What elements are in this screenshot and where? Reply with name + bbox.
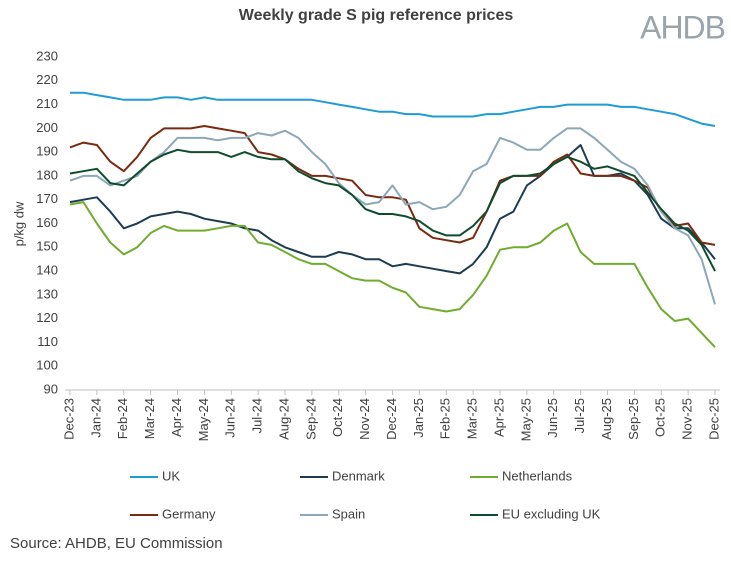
- logo: AHDB: [640, 9, 725, 45]
- x-tick-label: Sep-25: [626, 398, 641, 440]
- line-series: [69, 125, 716, 246]
- x-tick-label: Jun-24: [223, 398, 238, 438]
- legend-label: Denmark: [332, 468, 385, 483]
- legend-label: Netherlands: [502, 468, 573, 483]
- line-series: [69, 148, 716, 272]
- y-tick-label: 140: [36, 263, 58, 278]
- y-axis-label: p/kg dw: [11, 201, 26, 246]
- x-tick-label: Aug-25: [599, 398, 614, 440]
- y-tick-label: 170: [36, 191, 58, 206]
- line-series: [69, 127, 716, 305]
- legend-label: EU excluding UK: [502, 506, 601, 521]
- y-tick-label: 210: [36, 96, 58, 111]
- x-tick-label: Feb-25: [438, 398, 453, 439]
- x-tick-label: Jun-25: [545, 398, 560, 438]
- x-tick-label: Jul-25: [572, 398, 587, 433]
- x-tick-label: Apr-24: [169, 398, 184, 437]
- x-tick-label: Nov-25: [680, 398, 695, 440]
- x-tick-label: Nov-24: [357, 398, 372, 440]
- x-tick-label: Aug-24: [276, 398, 291, 440]
- y-tick-label: 230: [36, 48, 58, 63]
- legend-label: UK: [162, 468, 180, 483]
- source: Source: AHDB, EU Commission: [10, 535, 223, 552]
- line-series: [69, 201, 716, 348]
- y-tick-label: 100: [36, 358, 58, 373]
- line-series: [69, 144, 716, 275]
- x-tick-label: Dec-25: [706, 398, 721, 440]
- x-tick-label: Dec-23: [61, 398, 76, 440]
- x-tick-label: Jul-24: [250, 398, 265, 433]
- y-tick-label: 130: [36, 286, 58, 301]
- x-tick-label: Jan-24: [88, 398, 103, 438]
- legend-label: Germany: [162, 506, 216, 521]
- y-tick-label: 220: [36, 72, 58, 87]
- y-tick-label: 110: [37, 334, 58, 349]
- y-tick-label: 90: [44, 381, 58, 396]
- chart-title: Weekly grade S pig reference prices: [239, 7, 514, 24]
- x-tick-label: Feb-24: [115, 398, 130, 439]
- y-tick-label: 190: [36, 144, 58, 159]
- x-tick-label: May-24: [196, 398, 211, 441]
- line-series: [70, 91, 716, 127]
- x-tick-label: Oct-25: [653, 398, 668, 437]
- x-tick-label: Mar-24: [142, 398, 157, 439]
- y-tick-label: 200: [36, 120, 58, 135]
- x-tick-label: Sep-24: [303, 398, 318, 440]
- legend-label: Spain: [332, 506, 365, 521]
- x-tick-label: Dec-24: [384, 398, 399, 440]
- x-tick-label: Jan-25: [411, 398, 426, 438]
- x-tick-label: Oct-24: [330, 398, 345, 437]
- y-tick-label: 120: [36, 310, 58, 325]
- x-tick-label: Mar-25: [465, 398, 480, 439]
- y-tick-label: 160: [36, 215, 58, 230]
- x-tick-label: Apr-25: [491, 398, 506, 437]
- y-tick-label: 180: [36, 167, 58, 182]
- y-tick-label: 150: [36, 239, 58, 254]
- x-tick-label: May-25: [518, 398, 533, 441]
